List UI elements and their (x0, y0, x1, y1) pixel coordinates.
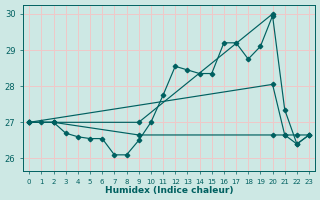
X-axis label: Humidex (Indice chaleur): Humidex (Indice chaleur) (105, 186, 233, 195)
